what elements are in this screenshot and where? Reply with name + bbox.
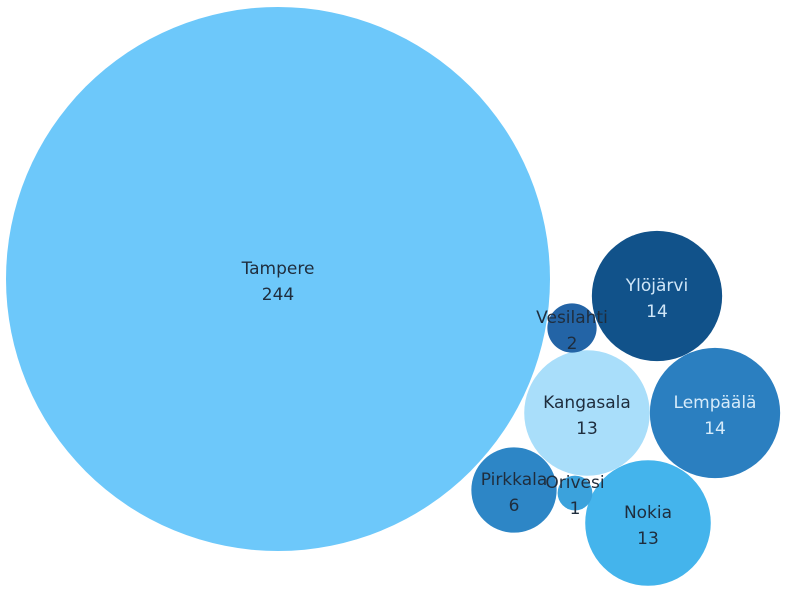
bubble-name-label: Tampere: [241, 259, 315, 279]
bubble-kangasala[interactable]: Kangasala 13: [524, 350, 650, 476]
bubble-name-label: Ylöjärvi: [625, 276, 688, 296]
bubble-circle[interactable]: [471, 447, 557, 533]
bubble-pirkkala[interactable]: Pirkkala 6: [471, 447, 557, 533]
bubble-value-label: 2: [567, 334, 578, 354]
bubble-circle[interactable]: [547, 303, 597, 353]
bubble-name-label: Kangasala: [543, 393, 631, 413]
bubble-ylojarvi[interactable]: Ylöjärvi 14: [591, 230, 723, 362]
bubble-value-label: 14: [704, 419, 726, 439]
bubble-value-label: 13: [576, 419, 598, 439]
bubble-value-label: 6: [509, 496, 520, 516]
bubble-nokia[interactable]: Nokia 13: [585, 460, 711, 586]
bubble-name-label: Lempäälä: [674, 393, 757, 413]
bubble-value-label: 244: [262, 285, 294, 305]
bubble-name-label: Pirkkala: [481, 470, 548, 490]
bubble-circle[interactable]: [649, 347, 781, 479]
bubble-circle[interactable]: [585, 460, 711, 586]
bubble-name-label: Orivesi: [545, 473, 604, 493]
bubble-circle[interactable]: [591, 230, 723, 362]
bubble-vesilahti[interactable]: Vesilahti 2: [536, 303, 608, 354]
bubble-circle[interactable]: [6, 7, 550, 551]
bubble-circle[interactable]: [557, 475, 593, 511]
bubble-orivesi[interactable]: Orivesi 1: [545, 473, 604, 519]
bubble-lempaala[interactable]: Lempäälä 14: [649, 347, 781, 479]
bubble-value-label: 14: [646, 302, 668, 322]
bubble-tampere[interactable]: Tampere 244: [6, 7, 550, 551]
bubble-name-label: Nokia: [624, 503, 672, 523]
bubble-value-label: 13: [637, 529, 659, 549]
bubble-name-label: Vesilahti: [536, 308, 608, 328]
bubble-value-label: 1: [570, 499, 581, 519]
bubble-circle[interactable]: [524, 350, 650, 476]
